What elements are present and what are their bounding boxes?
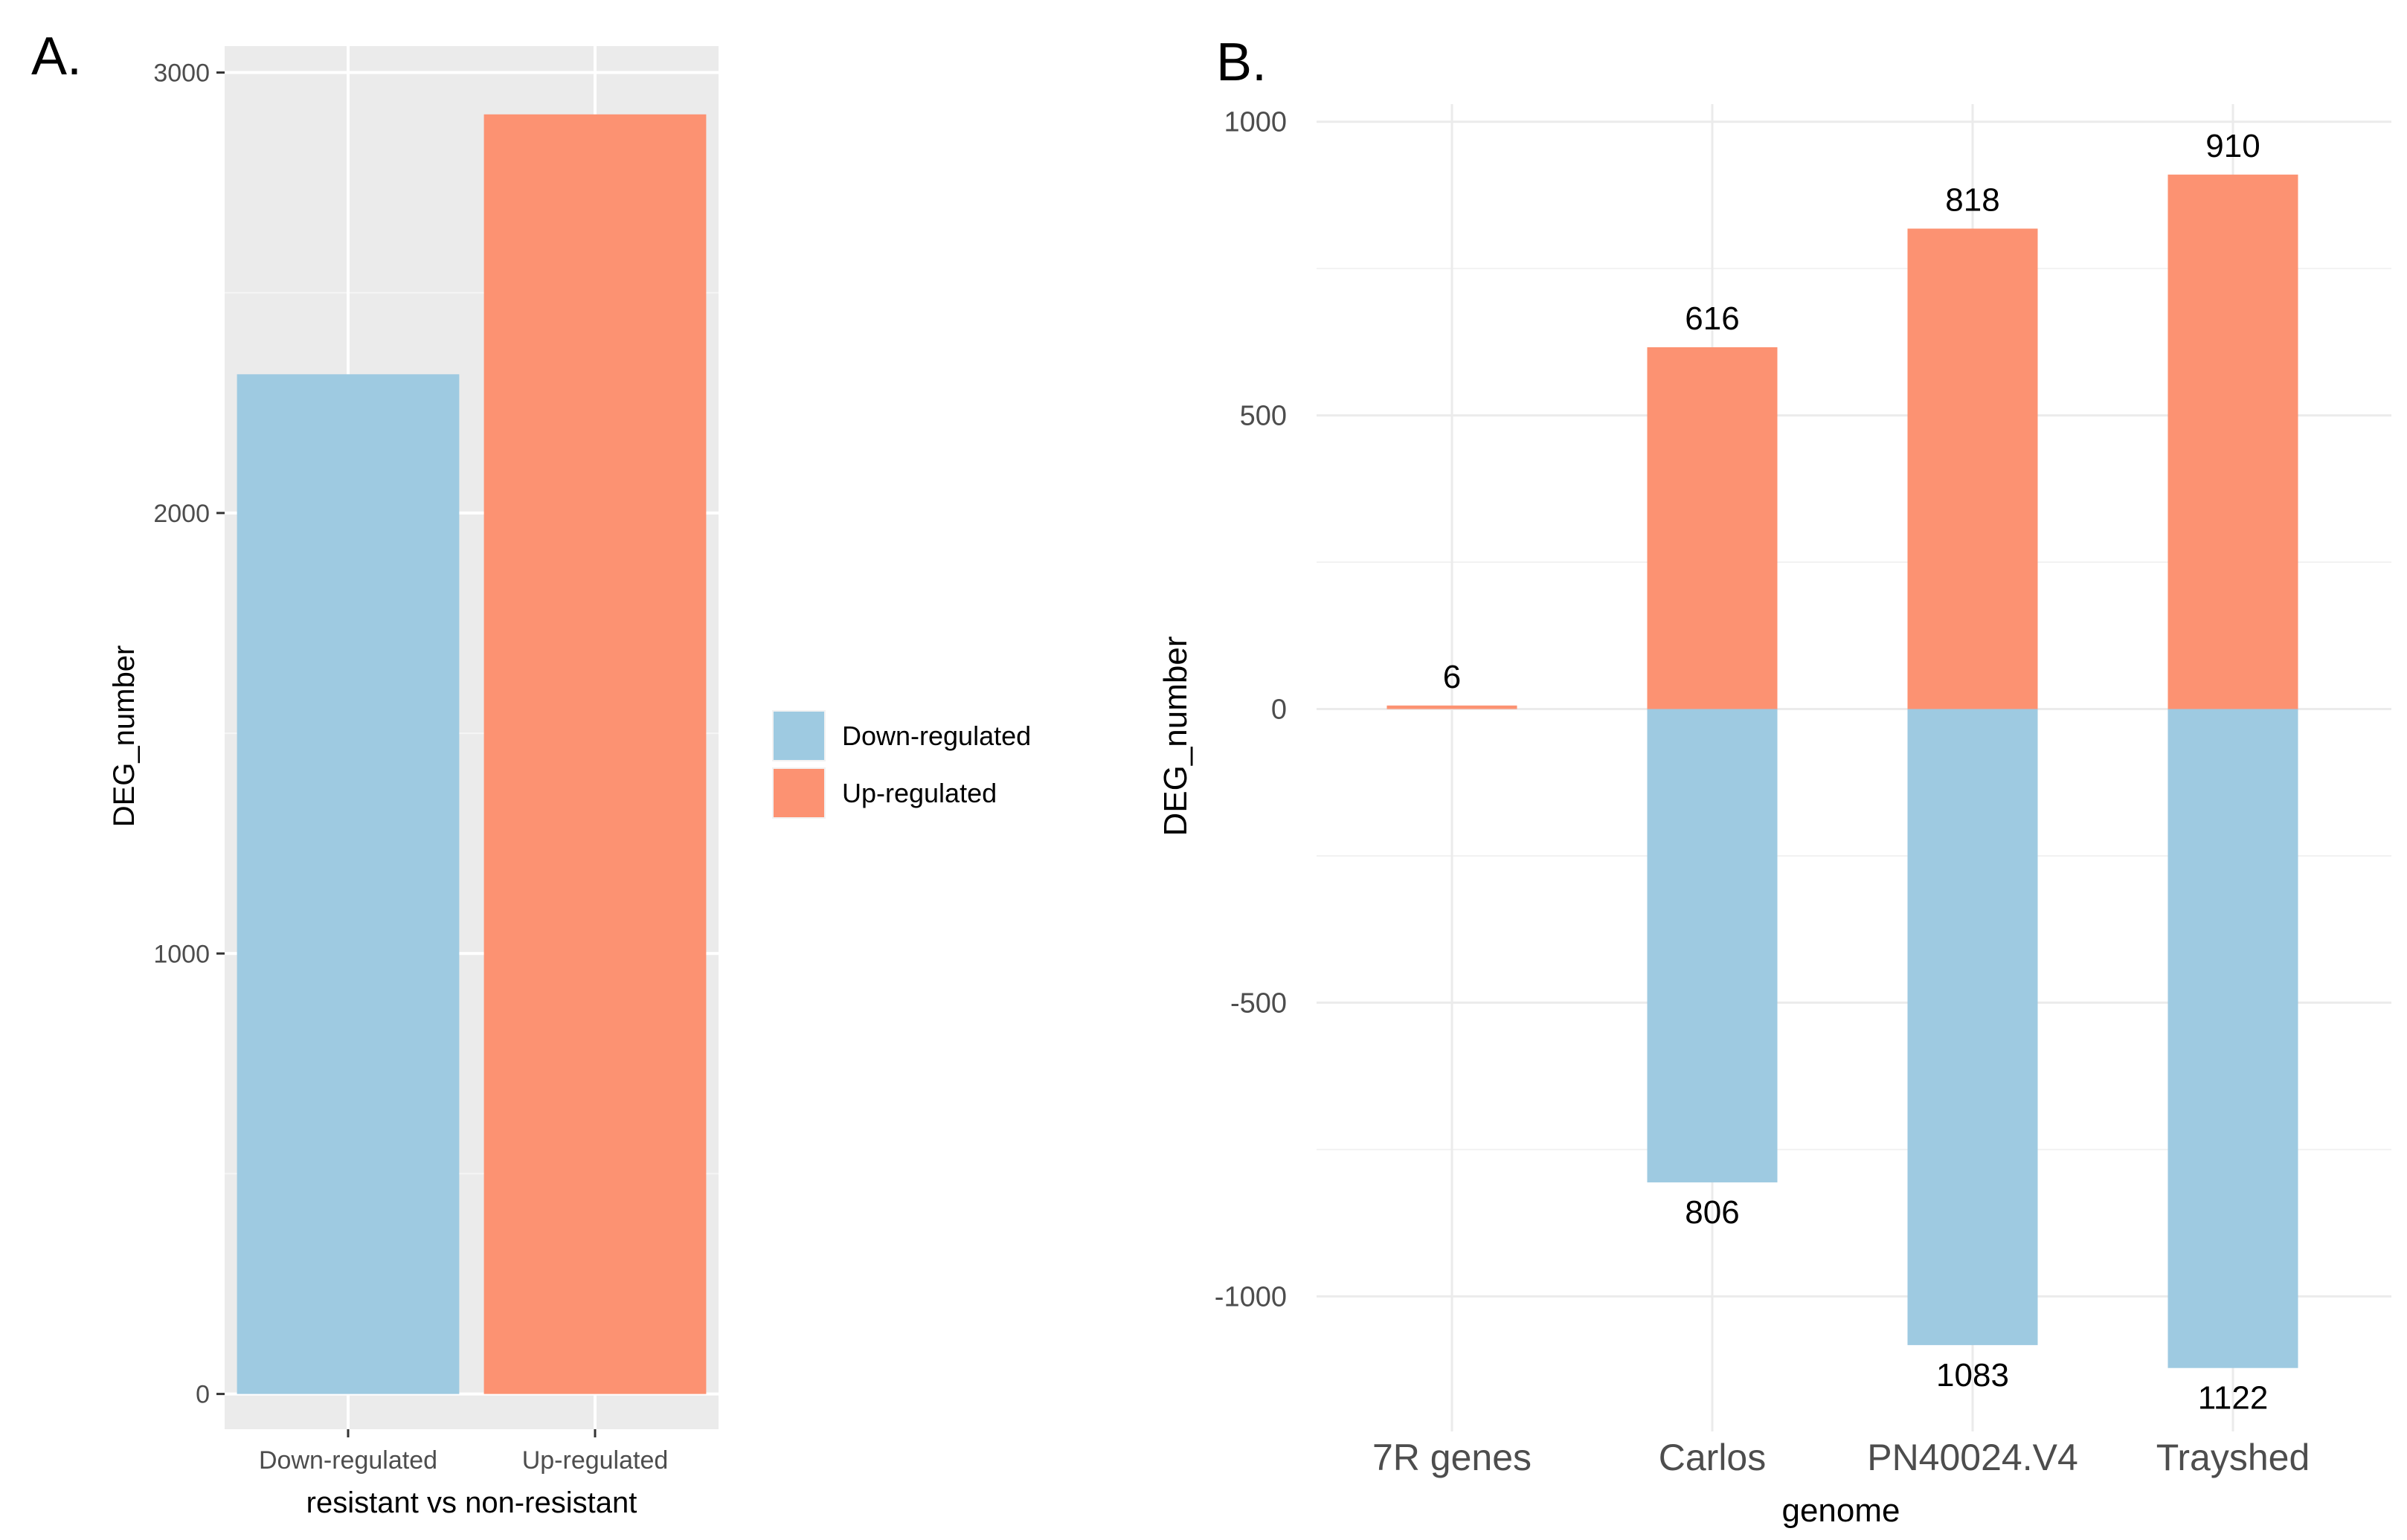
chart-a-y-tick-label: 2000 — [153, 500, 210, 528]
chart-b-bars — [1386, 174, 2298, 1368]
chart-b-y-tick-label: -500 — [1230, 988, 1287, 1019]
chart-b-bar-down-3 — [2167, 709, 2298, 1368]
chart-a-y-tick-label: 3000 — [153, 59, 210, 88]
chart-b-bar-up-0 — [1386, 705, 1517, 709]
chart-b-data-label: 1122 — [2198, 1380, 2269, 1417]
chart-a-x-tick-label: Down-regulated — [259, 1446, 437, 1475]
chart-b-x-tick-label: Trayshed — [2156, 1437, 2310, 1478]
chart-b-data-labels: 6 616 818 910 806 1083 1122 — [1443, 128, 2269, 1417]
chart-b-x-axis: 7R genes Carlos PN40024.V4 Trayshed — [1372, 1437, 2310, 1478]
chart-a-legend: Down-regulated Up-regulated — [772, 710, 1031, 819]
chart-a-bar-down-regulated — [237, 374, 460, 1394]
chart-a-x-axis-label: resistant vs non-resistant — [306, 1486, 637, 1519]
chart-b-data-label: 6 — [1443, 659, 1461, 695]
panel-b-letter: B. — [1216, 33, 1267, 92]
chart-b-data-label: 1083 — [1936, 1357, 2009, 1394]
chart-a-bar-up-regulated — [483, 114, 707, 1394]
chart-a-bars — [237, 114, 707, 1394]
chart-b-bar-down-2 — [1907, 709, 2038, 1345]
chart-b-bar-up-1 — [1647, 347, 1778, 709]
chart-b-bar-up-3 — [2167, 174, 2298, 709]
chart-b-data-label: 818 — [1945, 181, 1999, 218]
chart-b-y-tick-label: 500 — [1240, 401, 1287, 432]
chart-a-x-tick-label: Up-regulated — [522, 1446, 669, 1475]
chart-a-y-tick-label: 0 — [196, 1381, 210, 1409]
chart-a-y-axis-label: DEG_number — [108, 645, 141, 828]
chart-a-y-tick-label: 1000 — [153, 940, 210, 968]
panel-a-letter: A. — [31, 27, 82, 86]
chart-b-y-axis-label: DEG_number — [1157, 636, 1194, 836]
legend-swatch-down-regulated — [774, 712, 824, 760]
chart-a-y-axis: 0 1000 2000 3000 — [153, 59, 225, 1409]
chart-b-bar-down-1 — [1647, 709, 1778, 1183]
chart-a-x-axis: Down-regulated Up-regulated — [259, 1429, 668, 1475]
chart-b-x-tick-label: PN40024.V4 — [1867, 1437, 2078, 1478]
chart-b-data-label: 616 — [1685, 300, 1739, 337]
chart-b-data-label: 806 — [1685, 1194, 1739, 1231]
chart-b-bar-up-2 — [1907, 228, 2038, 709]
chart-b-y-tick-label: 0 — [1271, 695, 1287, 726]
legend-label: Up-regulated — [842, 778, 997, 808]
chart-b-data-label: 910 — [2205, 128, 2260, 164]
chart-b-x-axis-label: genome — [1781, 1492, 1900, 1529]
legend-label: Down-regulated — [842, 721, 1031, 751]
chart-a: 0 1000 2000 3000 Down-regulated Up-regulated… — [108, 46, 1031, 1519]
legend-swatch-up-regulated — [774, 769, 824, 817]
chart-b-y-tick-label: 1000 — [1224, 107, 1287, 138]
chart-b-x-tick-label: Carlos — [1659, 1437, 1766, 1478]
chart-b-y-axis: -1000 -500 0 500 1000 — [1215, 107, 1287, 1313]
chart-b-x-tick-label: 7R genes — [1372, 1437, 1532, 1478]
chart-b-y-tick-label: -1000 — [1215, 1281, 1287, 1312]
